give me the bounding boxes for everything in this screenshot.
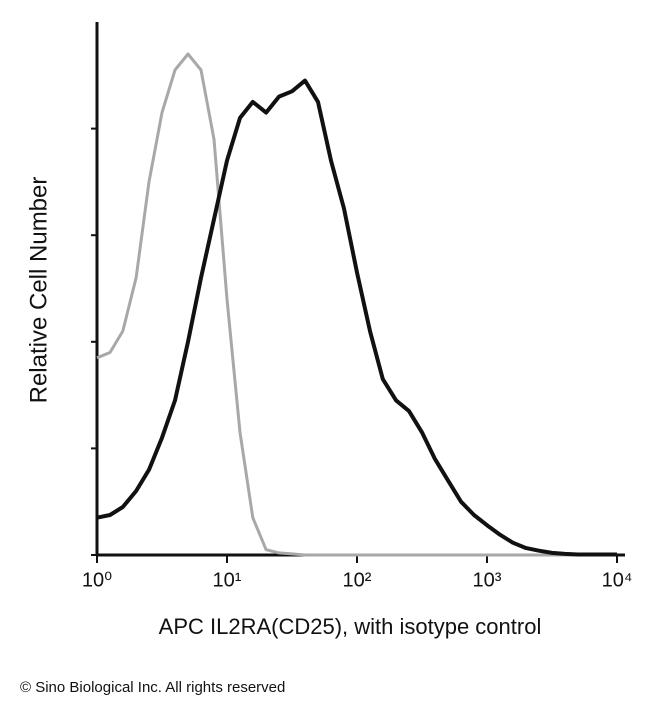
x-tick-label: 10⁴: [602, 569, 633, 591]
x-axis-label: APC IL2RA(CD25), with isotype control: [159, 614, 542, 639]
footer: © Sino Biological Inc. All rights reserv…: [20, 679, 285, 696]
x-tick-label: 10⁰: [82, 569, 112, 591]
x-tick-label: 10³: [473, 569, 502, 591]
x-tick-label: 10¹: [213, 569, 242, 591]
histogram-line: [96, 52, 617, 557]
histogram-line: [96, 78, 617, 557]
x-tick-label: 10²: [343, 569, 372, 591]
y-axis-label: Relative Cell Number: [25, 177, 52, 404]
